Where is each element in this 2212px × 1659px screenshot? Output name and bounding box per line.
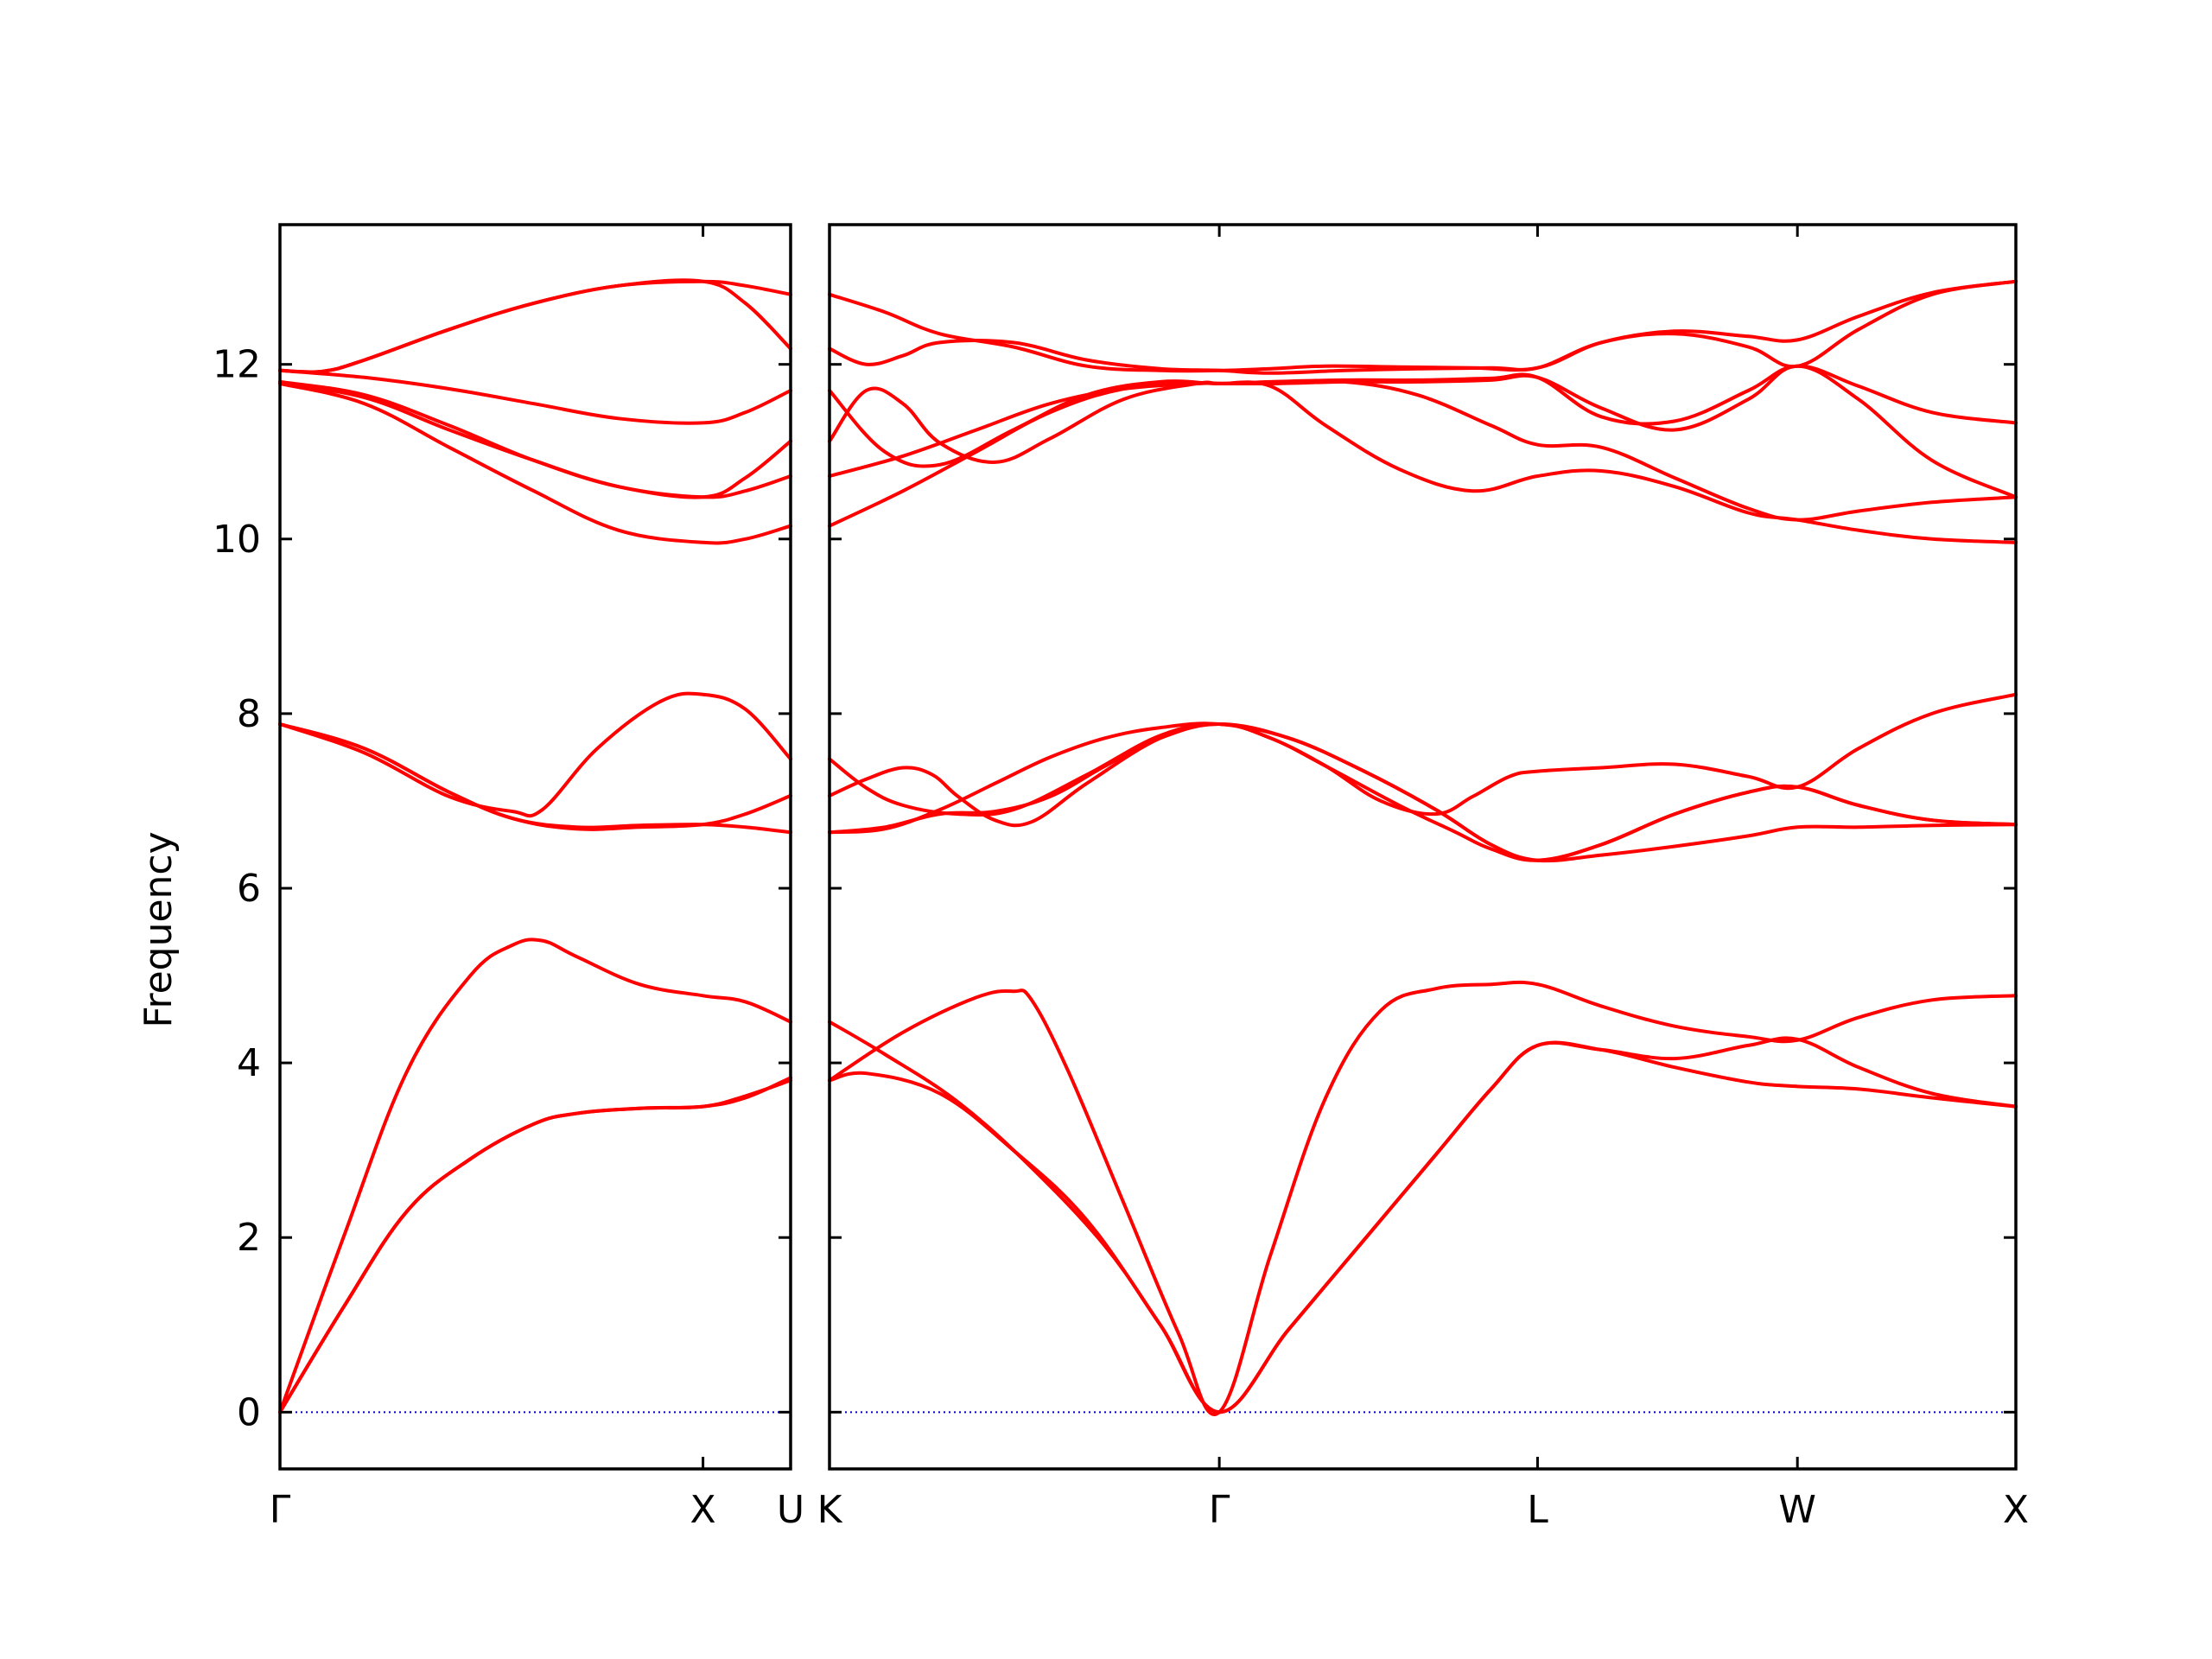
- phonon-band-7: [278, 381, 792, 545]
- y-axis-label: Frequency: [137, 831, 181, 1027]
- plot-layer: 0 2 4 6 8 10 12 Γ X U K Γ L W X: [213, 223, 2029, 1532]
- phonon-band-2: [828, 1020, 2018, 1414]
- phonon-band-12: [278, 278, 792, 374]
- phonon-band-10: [278, 368, 792, 425]
- phonon-band-7: [828, 721, 2018, 862]
- y-tick-label: 2: [237, 1216, 261, 1260]
- phonon-band-9: [828, 379, 2018, 522]
- phonon-band-5: [278, 722, 792, 831]
- phonon-band-6: [278, 691, 792, 818]
- x-tick-label: X: [2003, 1488, 2029, 1532]
- x-tick-label: L: [1527, 1488, 1548, 1532]
- phonon-band-3: [278, 938, 792, 1414]
- axes-frame: [278, 223, 792, 1471]
- x-tick-label: W: [1778, 1488, 1816, 1532]
- x-tick-label: Γ: [270, 1488, 291, 1532]
- phonon-band-2: [278, 1076, 792, 1414]
- phonon-band-9: [278, 379, 792, 499]
- phonon-band-6: [828, 692, 2018, 828]
- y-tick-label: 0: [237, 1390, 261, 1434]
- y-tick-label: 6: [237, 867, 261, 911]
- y-tick-label: 12: [213, 343, 261, 387]
- x-tick-label: Γ: [1209, 1488, 1230, 1532]
- panel-1: 0 2 4 6 8 10 12 Γ X U: [213, 223, 804, 1532]
- y-tick-label: 4: [237, 1041, 261, 1085]
- x-tick-label: X: [690, 1488, 716, 1532]
- x-tick-label: K: [817, 1488, 843, 1532]
- axes-frame: [828, 223, 2018, 1471]
- y-tick-label: 8: [237, 692, 261, 736]
- phonon-band-13: [828, 279, 2018, 373]
- x-tick-label: U: [777, 1488, 804, 1532]
- y-tick-label: 10: [213, 518, 261, 562]
- phonon-band-3: [828, 980, 2018, 1416]
